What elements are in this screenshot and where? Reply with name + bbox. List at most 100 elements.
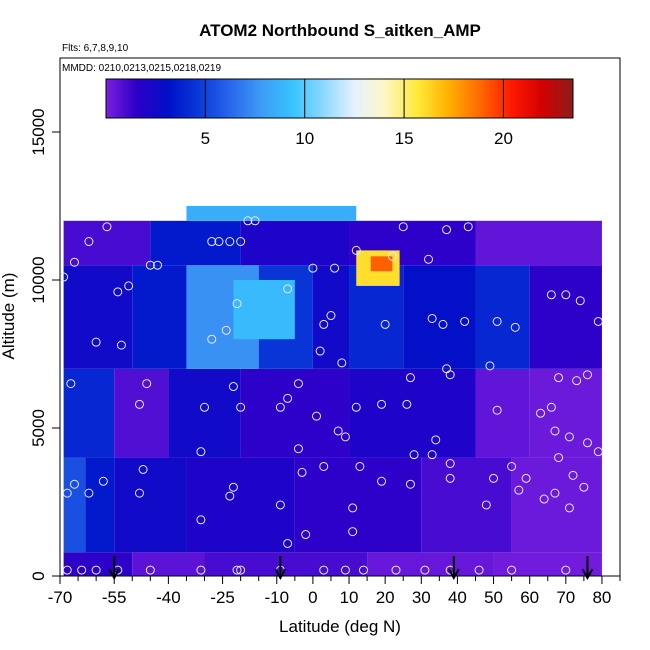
heatmap-cell <box>150 220 241 266</box>
y-axis-label: Altitude (m) <box>0 273 18 360</box>
sample-point <box>236 565 246 575</box>
x-tick-label: 50 <box>484 588 503 607</box>
sample-point <box>340 565 350 575</box>
sample-point <box>593 447 603 457</box>
sample-point <box>554 373 564 383</box>
x-axis-label: Latitude (deg N) <box>279 617 401 636</box>
sample-point <box>507 461 517 471</box>
sample-point <box>561 565 571 575</box>
sample-point <box>445 459 455 469</box>
x-tick-label: 60 <box>520 588 539 607</box>
sample-point <box>225 237 235 247</box>
heatmap-cell <box>370 256 393 272</box>
sample-point <box>550 488 560 498</box>
y-axis: 0 5000 10000 15000 <box>29 108 60 581</box>
heatmap-cell <box>349 368 476 458</box>
heatmap-cell <box>186 457 295 553</box>
sample-point <box>69 257 79 267</box>
heatmap-cell <box>168 368 241 458</box>
sample-point <box>275 402 285 412</box>
heatmap-cell <box>312 265 350 369</box>
heatmap-cell <box>367 552 494 576</box>
heatmap-cell <box>63 457 86 553</box>
heatmap-cell <box>63 265 133 369</box>
sample-point <box>564 503 574 513</box>
sample-point <box>546 290 556 300</box>
sample-point <box>481 500 491 510</box>
sample-point <box>293 379 303 389</box>
heatmap-cells <box>63 206 602 576</box>
sample-point <box>333 426 343 436</box>
flight-arrow-head <box>274 568 287 581</box>
sample-point <box>113 287 123 297</box>
sample-point <box>579 482 589 492</box>
heatmap-cell <box>114 368 169 458</box>
heatmap-cell <box>132 265 187 369</box>
sample-point <box>228 382 238 392</box>
sample-point <box>463 222 473 232</box>
sample-point <box>69 479 79 489</box>
sample-point <box>84 488 94 498</box>
x-tick-label: -70 <box>48 588 73 607</box>
flight-arrow-head <box>581 568 594 581</box>
sample-point <box>319 461 329 471</box>
sample-point <box>358 565 368 575</box>
sample-point <box>536 408 546 418</box>
heatmap-cell <box>511 457 602 553</box>
heatmap-cell <box>529 265 602 369</box>
sample-point <box>196 515 206 525</box>
x-tick-label: -55 <box>102 588 127 607</box>
sample-point <box>134 399 144 409</box>
sample-point <box>380 319 390 329</box>
x-tick-label: -40 <box>156 588 181 607</box>
sample-point <box>232 565 242 575</box>
sample-point <box>427 313 437 323</box>
heatmap-cell <box>233 280 295 340</box>
x-tick-label: -10 <box>264 588 289 607</box>
sample-point <box>60 272 69 282</box>
x-tick-label: 10 <box>340 588 359 607</box>
sample-point <box>460 316 470 326</box>
sample-point <box>91 565 101 575</box>
sample-point <box>572 376 582 386</box>
sample-point <box>62 488 72 498</box>
dates-label: MMDD: 0210,0213,0215,0218,0219 <box>62 63 221 74</box>
sample-point <box>474 565 484 575</box>
heatmap-cell <box>63 552 133 576</box>
sample-point <box>431 435 441 445</box>
heatmap-cell <box>132 552 205 576</box>
heatmap-cell <box>421 457 512 553</box>
sample-point <box>514 485 524 495</box>
sample-point <box>340 432 350 442</box>
sample-point <box>424 254 434 264</box>
sample-point <box>145 260 155 270</box>
sample-point <box>293 444 303 454</box>
sample-point <box>510 322 520 332</box>
y-tick-label: 15000 <box>29 108 48 155</box>
sample-point <box>98 476 108 486</box>
sample-point <box>207 237 217 247</box>
sample-point <box>77 565 87 575</box>
sample-point <box>405 373 415 383</box>
sample-point <box>351 402 361 412</box>
sample-point <box>442 225 452 235</box>
heatmap-cell <box>63 368 115 458</box>
heatmap-cell <box>529 368 602 458</box>
heatmap-cell <box>403 265 476 369</box>
sample-point <box>232 299 242 309</box>
sample-point <box>243 216 253 226</box>
sample-point <box>236 402 246 412</box>
heatmap-cell <box>186 206 357 221</box>
sample-point <box>445 370 455 380</box>
sample-point <box>355 461 365 471</box>
sample-point <box>153 260 163 270</box>
sample-point <box>554 453 564 463</box>
sample-point <box>200 402 210 412</box>
sample-point <box>582 438 592 448</box>
colorbar-ticks: 5 10 15 20 <box>201 79 513 148</box>
sample-point <box>427 450 437 460</box>
x-tick-label: 0 <box>308 588 317 607</box>
heatmap-cell <box>240 220 350 266</box>
flights-label: Flts: 6,7,8,9,10 <box>62 43 129 54</box>
